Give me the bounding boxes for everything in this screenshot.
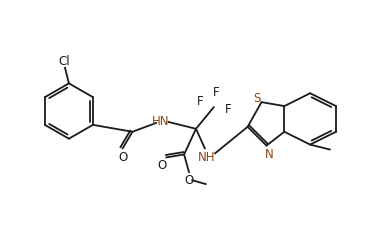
Text: F: F — [197, 94, 203, 107]
Text: NH: NH — [198, 150, 216, 163]
Text: O: O — [118, 150, 127, 163]
Text: F: F — [224, 102, 231, 115]
Text: HN: HN — [151, 115, 169, 128]
Text: N: N — [265, 147, 274, 160]
Text: F: F — [213, 85, 219, 98]
Text: Cl: Cl — [58, 55, 70, 68]
Text: O: O — [184, 173, 194, 186]
Text: S: S — [253, 91, 260, 104]
Text: O: O — [158, 158, 167, 171]
